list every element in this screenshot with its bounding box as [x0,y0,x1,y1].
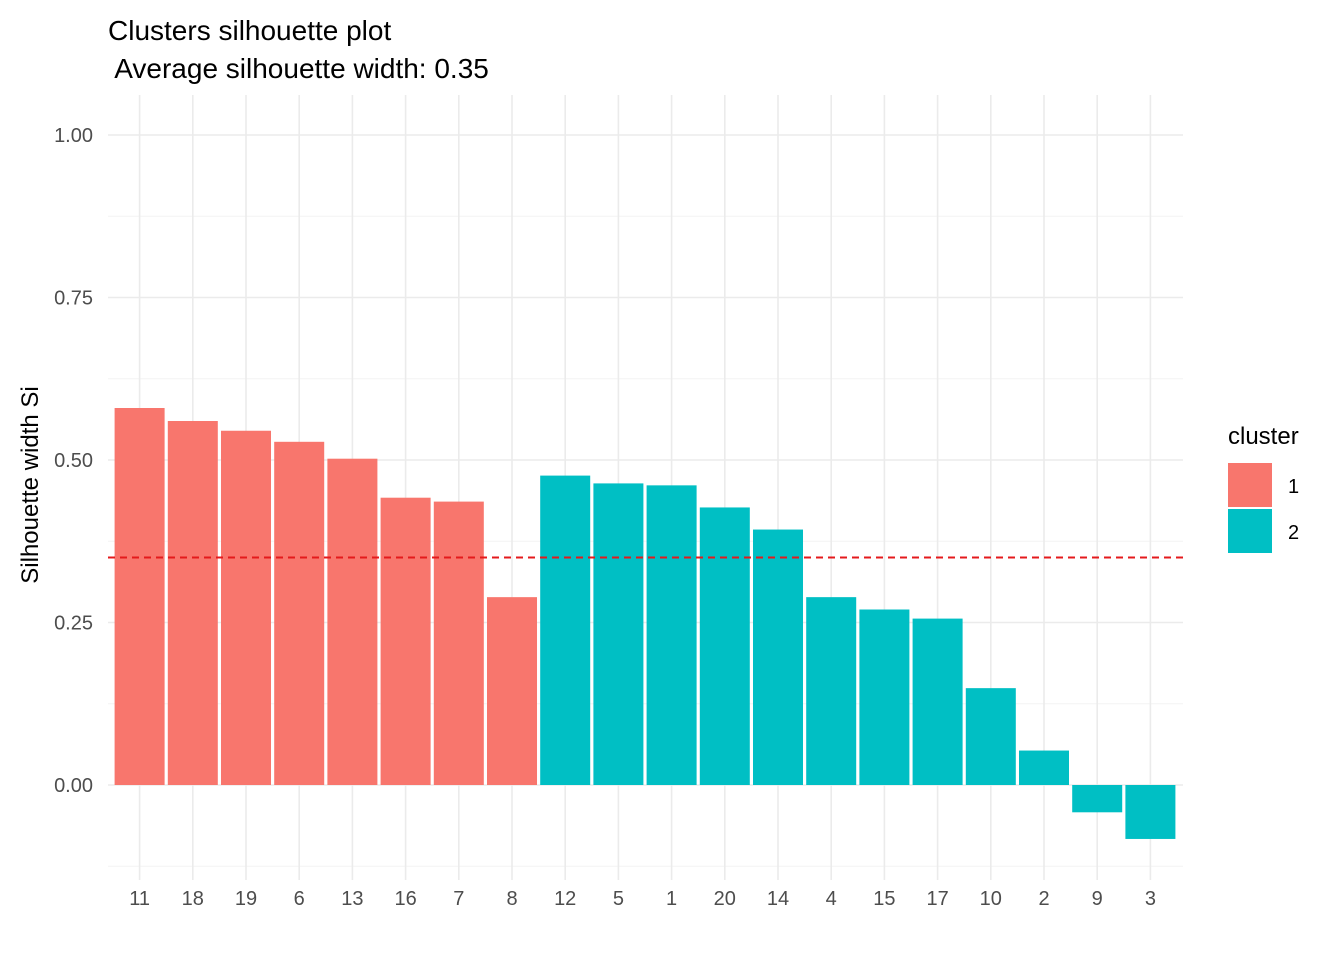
bar-11 [114,408,165,785]
bar-13 [327,458,378,785]
x-tick-label: 18 [182,888,204,910]
chart-subtitle: Average silhouette width: 0.35 [108,53,489,84]
legend-swatch-2 [1228,509,1272,553]
x-tick-label: 1 [666,888,677,910]
x-tick-label: 19 [235,888,257,910]
bar-15 [859,609,910,785]
x-tick-label: 17 [926,888,948,910]
bar-3 [1125,785,1176,839]
x-tick-label: 7 [453,888,464,910]
bar-8 [486,597,538,785]
bar-12 [540,475,591,785]
x-tick-label: 8 [506,888,517,910]
x-tick-label: 14 [767,888,789,910]
x-tick-labels: 11 18 19 6 13 16 7 8 12 5 1 20 14 4 15 17 10 2 9 3 [129,888,1156,910]
x-tick-label: 13 [341,888,363,910]
x-tick-label: 10 [980,888,1002,910]
chart-title: Clusters silhouette plot [108,15,391,46]
bars [114,408,1176,839]
x-tick-label: 6 [294,888,305,910]
bar-5 [593,483,644,785]
y-tick-label: 0.00 [54,775,93,797]
y-tick-label: 0.50 [54,450,93,472]
x-tick-label: 2 [1038,888,1049,910]
x-tick-label: 12 [554,888,576,910]
legend-items: 12 [1228,463,1299,553]
bar-14 [752,529,804,785]
bar-19 [220,430,272,785]
bar-9 [1072,785,1123,813]
x-tick-label: 20 [714,888,736,910]
y-tick-label: 0.75 [54,288,93,310]
y-tick-labels: 0.00 0.25 0.50 0.75 1.00 [54,125,93,797]
x-tick-label: 11 [129,888,150,910]
y-tick-label: 0.25 [54,613,93,635]
x-tick-label: 5 [613,888,624,910]
x-tick-label: 3 [1145,888,1156,910]
x-tick-label: 9 [1092,888,1103,910]
bar-10 [965,688,1016,785]
bar-17 [912,618,963,785]
bar-2 [1018,750,1070,785]
bar-4 [806,597,857,785]
y-axis-label: Silhouette width Si [17,386,44,583]
legend-title: cluster [1228,423,1299,450]
y-tick-label: 1.00 [54,125,93,147]
bar-16 [380,497,431,785]
legend-label-2: 2 [1288,522,1299,544]
legend-swatch-1 [1228,463,1272,507]
x-tick-label: 4 [826,888,837,910]
x-tick-label: 15 [873,888,895,910]
bar-20 [699,507,750,785]
bar-7 [433,501,484,785]
bar-1 [646,485,697,785]
legend-label-1: 1 [1288,476,1299,498]
x-tick-label: 16 [394,888,416,910]
bar-6 [274,441,325,785]
legend: cluster 12 [1228,423,1299,553]
bar-18 [167,421,218,785]
